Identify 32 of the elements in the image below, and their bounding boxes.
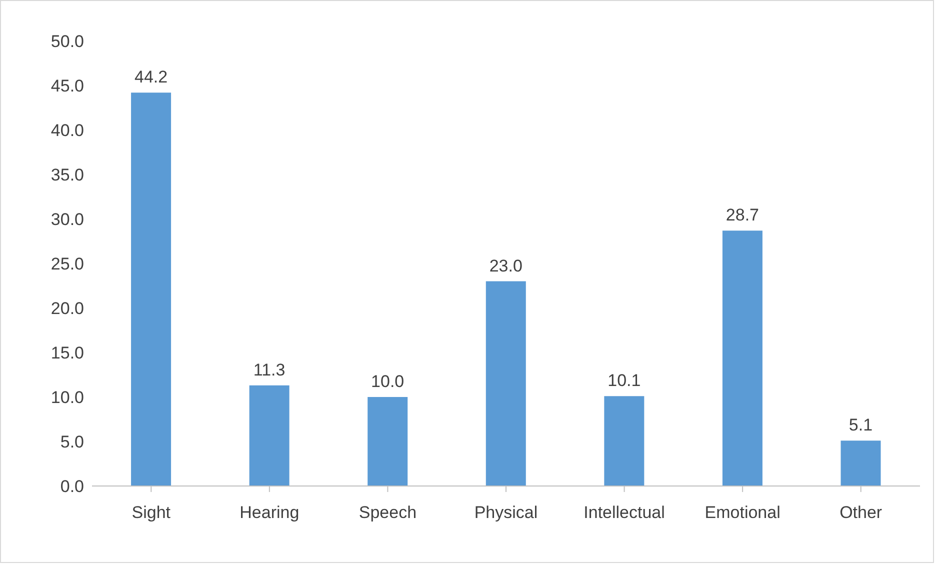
bar bbox=[486, 281, 526, 486]
y-tick-label: 35.0 bbox=[50, 166, 84, 185]
bar bbox=[840, 440, 881, 486]
y-tick-label: 5.0 bbox=[60, 432, 84, 452]
data-label: 5.1 bbox=[848, 416, 873, 435]
x-tick-label: Other bbox=[840, 503, 882, 522]
x-tick-label: Sight bbox=[132, 503, 171, 522]
data-label: 11.3 bbox=[253, 360, 286, 380]
data-label: 28.7 bbox=[726, 206, 760, 225]
bar bbox=[131, 92, 172, 486]
y-tick-label: 20.0 bbox=[50, 299, 84, 318]
y-tick-label: 40.0 bbox=[50, 121, 84, 140]
data-label: 44.2 bbox=[134, 68, 168, 87]
bar bbox=[604, 396, 644, 486]
y-tick-label: 10.0 bbox=[50, 388, 84, 408]
y-tick-label: 15.0 bbox=[50, 344, 84, 363]
y-tick-label: 25.0 bbox=[50, 254, 84, 274]
x-tick-label: Intellectual bbox=[584, 503, 665, 522]
data-label: 10.0 bbox=[371, 372, 404, 391]
bar bbox=[368, 397, 408, 486]
y-tick-label: 30.0 bbox=[50, 210, 84, 230]
data-label: 10.1 bbox=[608, 371, 641, 390]
x-tick-label: Speech bbox=[358, 503, 417, 522]
y-tick-label: 0.0 bbox=[60, 477, 84, 496]
x-tick-label: Physical bbox=[474, 503, 538, 522]
x-tick-label: Hearing bbox=[240, 503, 300, 522]
data-label: 23.0 bbox=[489, 256, 522, 276]
x-tick-label: Emotional bbox=[704, 503, 780, 522]
y-tick-label: 45.0 bbox=[50, 76, 84, 96]
y-tick-label: 50.0 bbox=[50, 32, 84, 52]
bar bbox=[249, 385, 290, 486]
bar bbox=[722, 230, 762, 486]
